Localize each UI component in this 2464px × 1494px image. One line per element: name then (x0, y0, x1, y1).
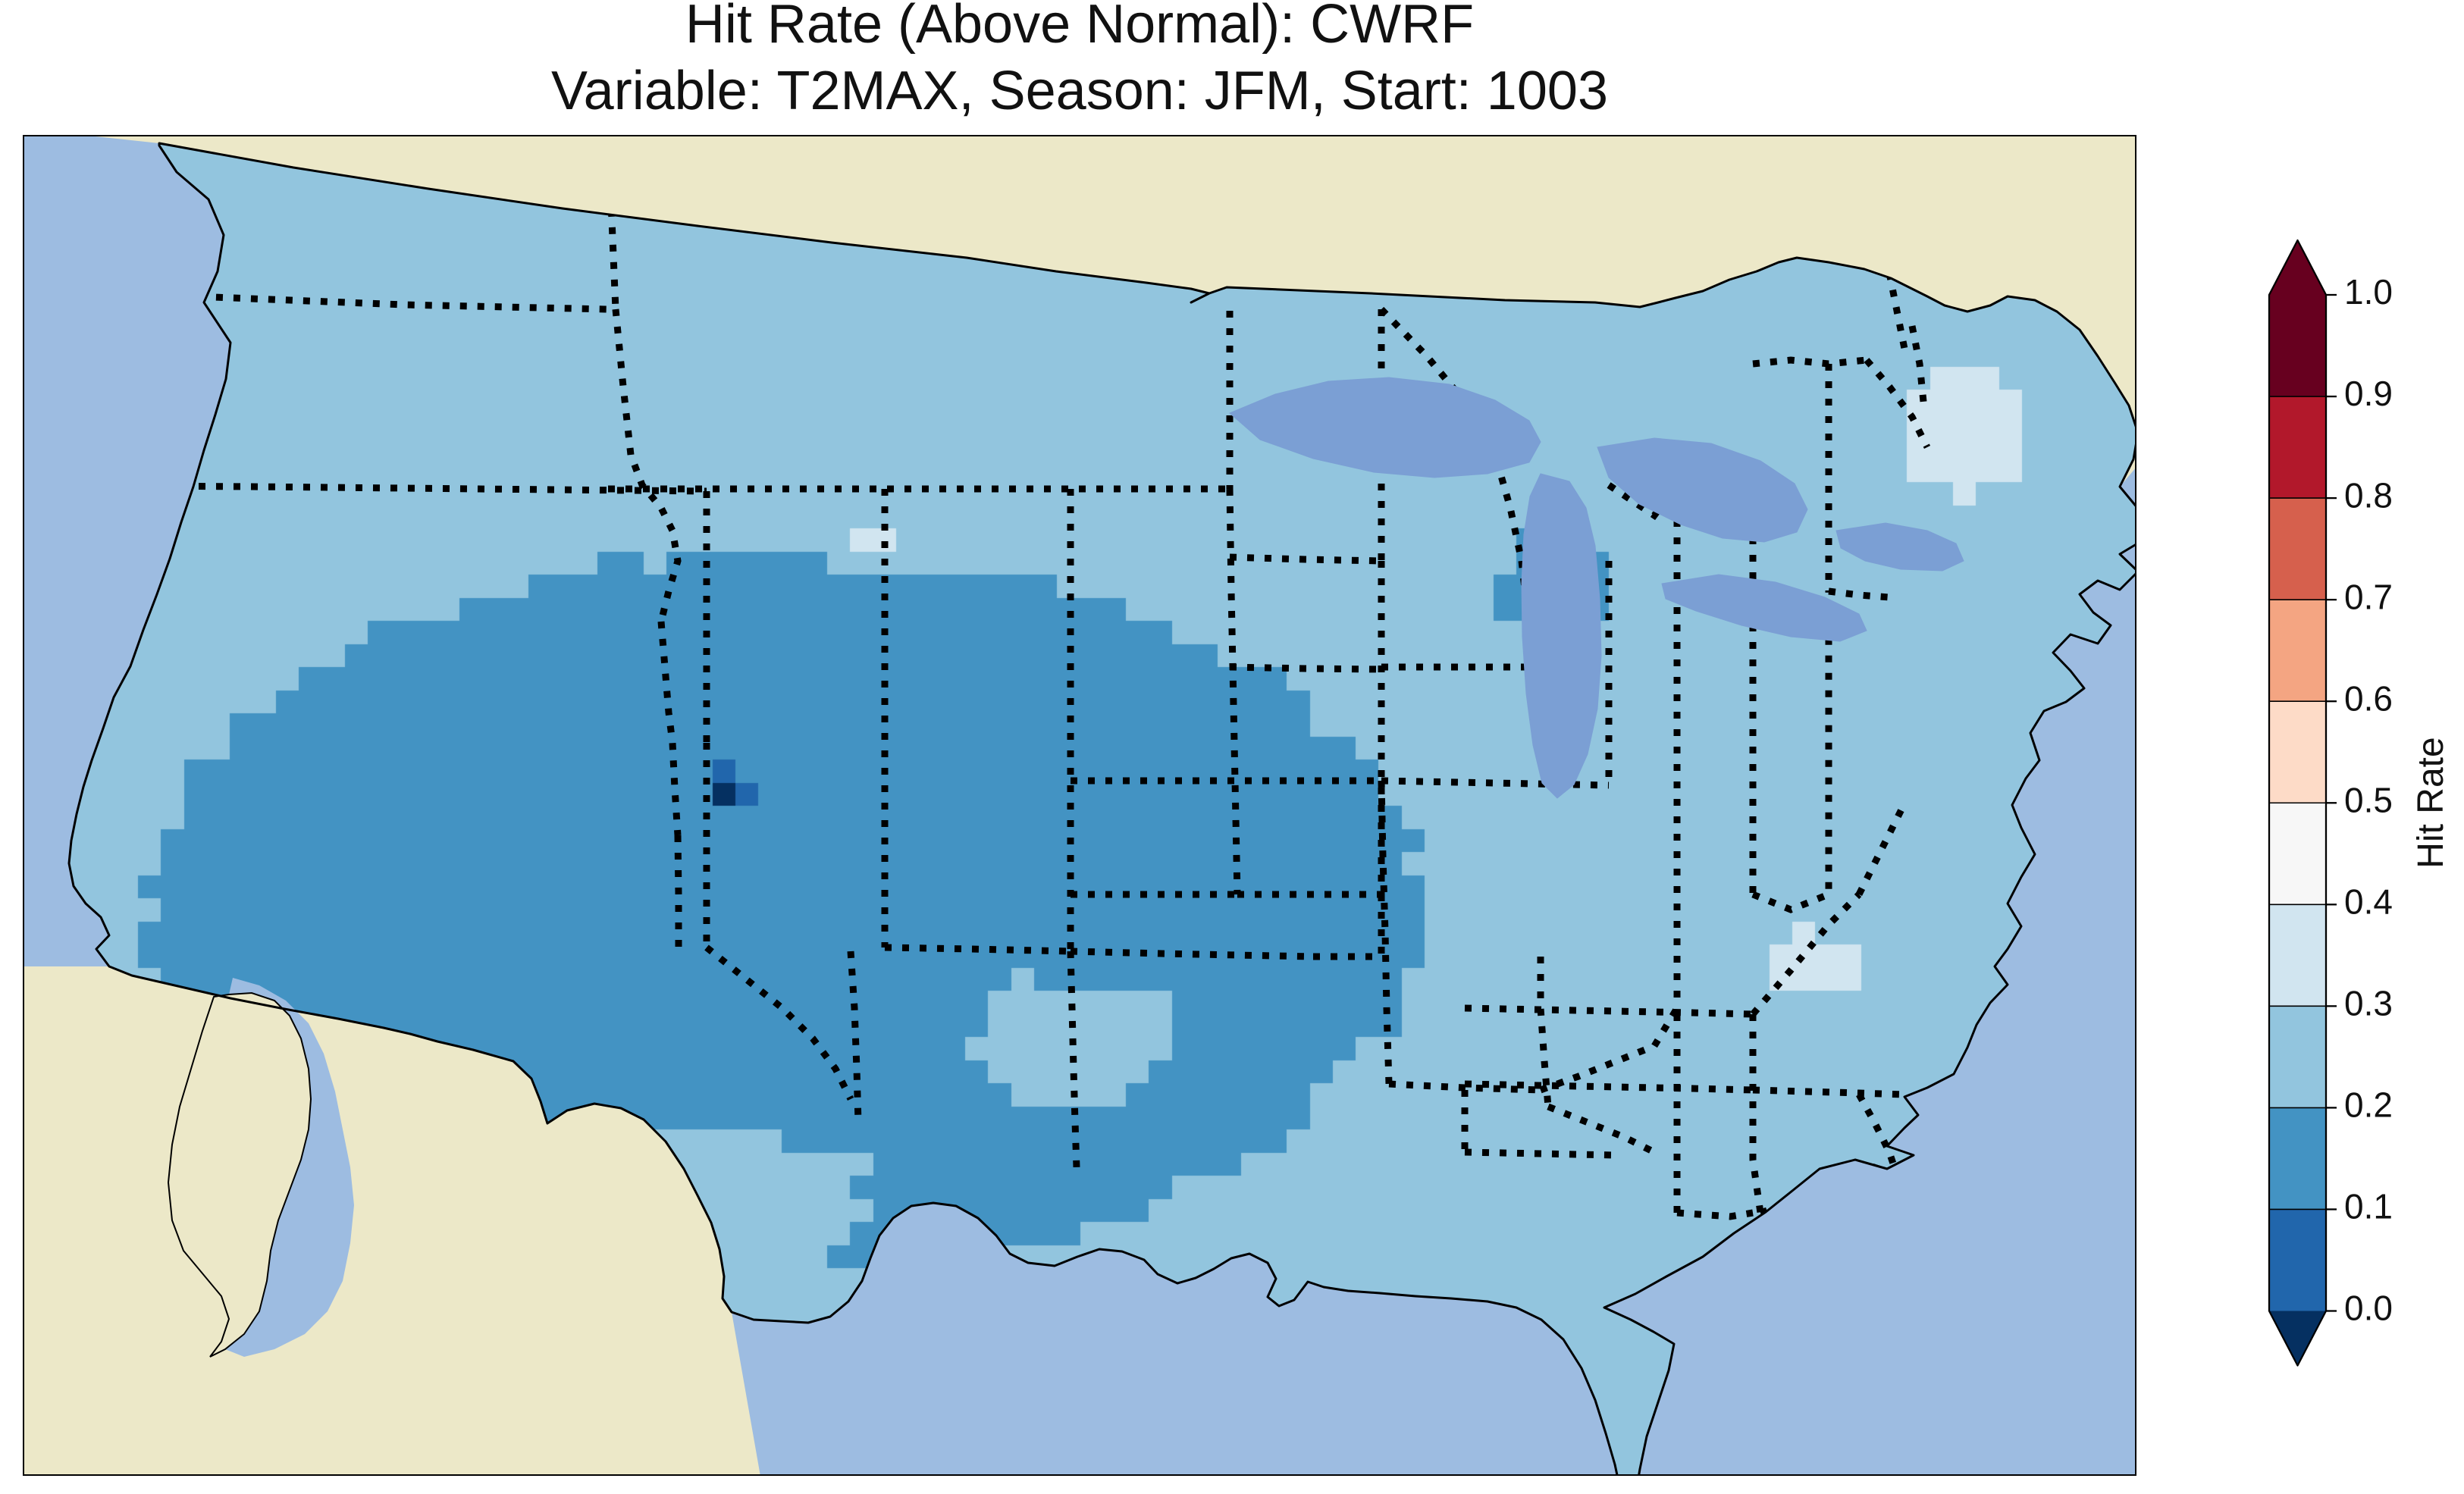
svg-text:0.4: 0.4 (2344, 882, 2393, 921)
svg-text:0.2: 0.2 (2344, 1085, 2393, 1125)
svg-text:0.6: 0.6 (2344, 678, 2393, 718)
svg-text:0.7: 0.7 (2344, 577, 2393, 616)
svg-text:Hit Rate: Hit Rate (2411, 737, 2451, 868)
svg-text:0.1: 0.1 (2344, 1187, 2393, 1226)
svg-text:0.9: 0.9 (2344, 374, 2393, 413)
svg-text:1.0: 1.0 (2344, 272, 2393, 312)
svg-text:0.8: 0.8 (2344, 475, 2393, 515)
svg-text:0.0: 0.0 (2344, 1289, 2393, 1328)
svg-text:0.5: 0.5 (2344, 780, 2393, 819)
svg-text:0.3: 0.3 (2344, 984, 2393, 1023)
